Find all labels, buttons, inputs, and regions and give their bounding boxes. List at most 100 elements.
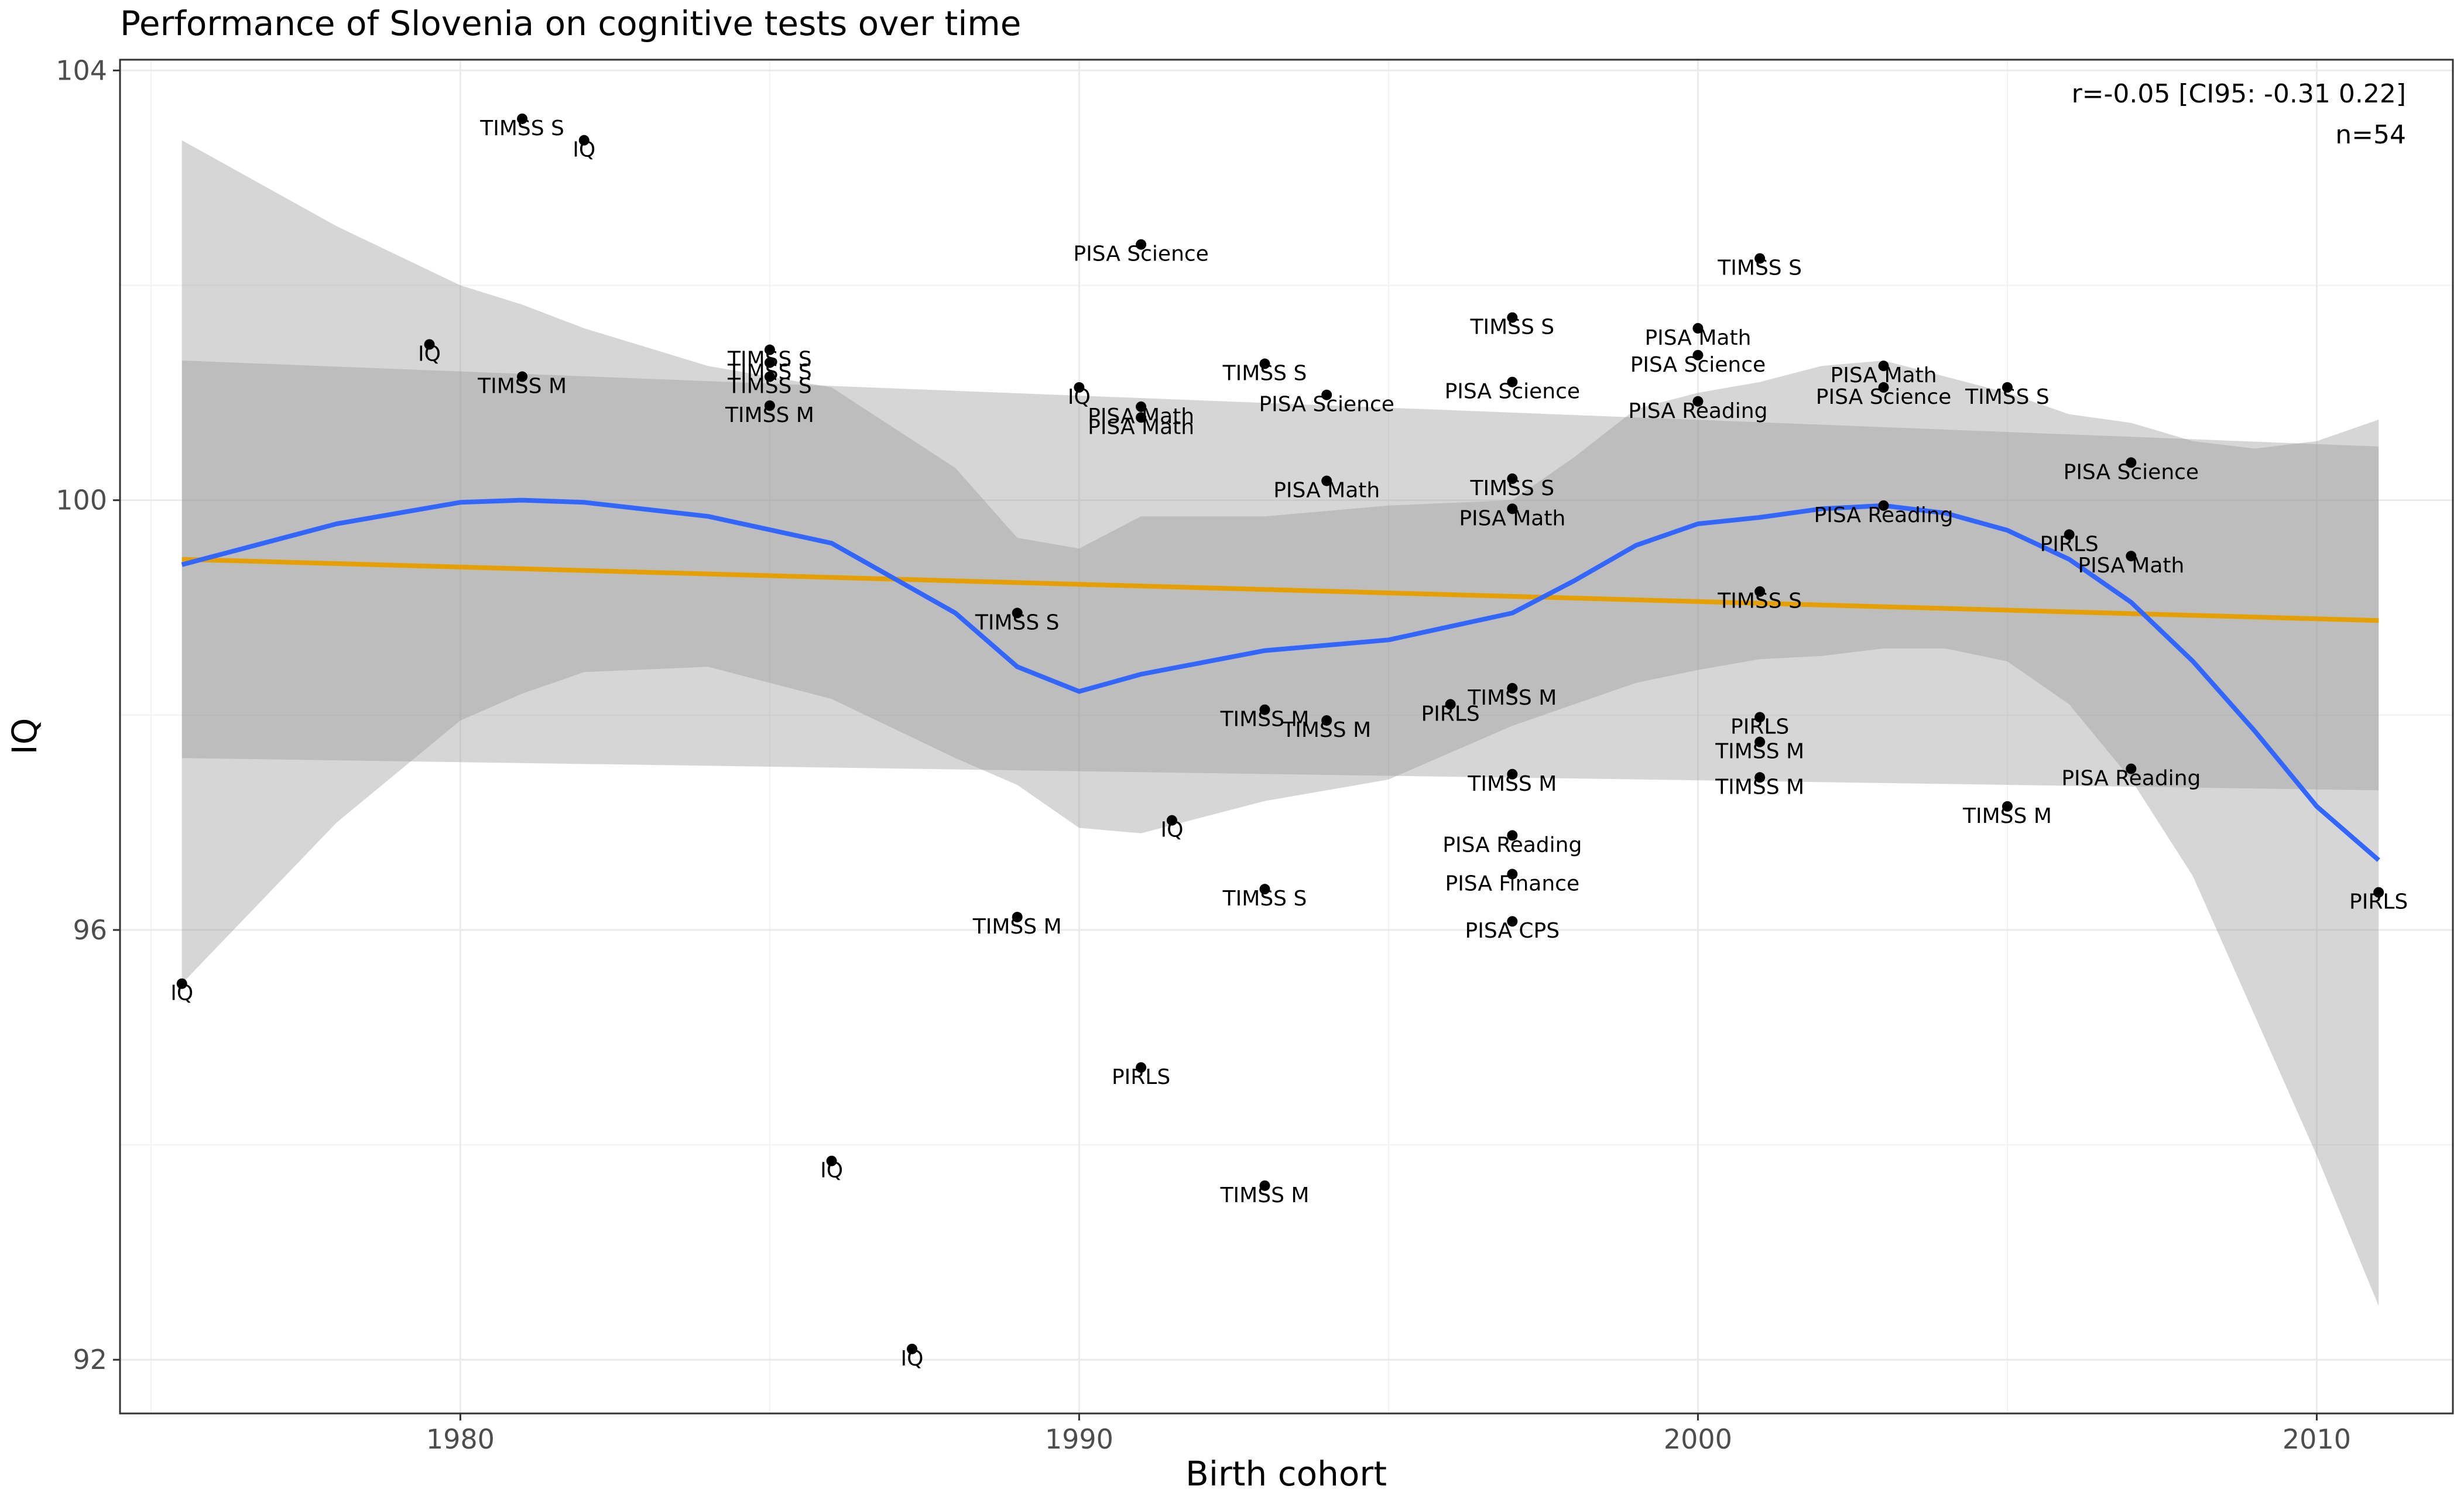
data-point	[1136, 401, 1147, 412]
data-point	[1878, 500, 1889, 511]
point-label: PIRLS	[1730, 715, 1789, 739]
point-label: TIMSS S	[1222, 887, 1307, 911]
point-label: PISA Math	[1459, 506, 1565, 530]
data-point	[1878, 361, 1889, 372]
data-point	[764, 400, 775, 411]
point-label: PISA Science	[1445, 380, 1580, 404]
data-point	[764, 371, 775, 382]
data-point	[1012, 911, 1023, 922]
point-label: TIMSS M	[1467, 686, 1557, 710]
x-tick-label: 1990	[1045, 1423, 1113, 1455]
plot-panel: IQ IQ TIMSS S TIMSS M IQ TIMSS S TIMSS S TIMSS …	[119, 59, 2454, 1415]
data-points	[176, 113, 2384, 1354]
point-label: PISA Math	[1088, 404, 1194, 428]
point-label: TIMSS M	[1715, 775, 1804, 799]
point-labels: IQ IQ TIMSS S TIMSS M IQ TIMSS S TIMSS S TIMSS …	[170, 116, 2408, 1371]
data-point	[1754, 712, 1766, 723]
data-point	[1136, 1062, 1147, 1073]
data-point	[517, 371, 528, 382]
point-label: PISA Reading	[1442, 833, 1582, 857]
point-label: TIMSS S	[975, 610, 1060, 634]
point-label: PISA Science	[1816, 385, 1951, 409]
point-label: IQ	[418, 342, 441, 366]
point-label: PISA Reading	[1814, 503, 1954, 527]
point-label: PISA CPS	[1465, 919, 1560, 943]
linear-ci-ribbon	[181, 361, 2379, 791]
data-point	[1259, 884, 1270, 895]
point-label: TIMSS S	[727, 348, 812, 372]
data-point	[2064, 529, 2075, 540]
point-label: PISA Math	[2078, 554, 2184, 578]
data-point	[1692, 349, 1704, 361]
loess-ci-ribbon	[181, 140, 2379, 1306]
fit-lines	[181, 497, 2380, 862]
point-label: PIRLS	[2040, 532, 2099, 556]
point-label: PISA Reading	[1628, 399, 1767, 423]
point-label: TIMSS M	[1220, 1183, 1310, 1207]
point-label: TIMSS S	[1717, 256, 1802, 280]
point-label: TIMSS M	[1281, 718, 1371, 742]
point-label: PISA Science	[1073, 242, 1208, 266]
data-point	[1136, 412, 1147, 423]
data-point	[1259, 704, 1270, 715]
point-label: PISA Math	[1831, 363, 1937, 387]
data-point	[1259, 358, 1270, 369]
correlation-annotation: r=-0.05 [CI95: -0.31 0.22]	[2072, 79, 2406, 109]
point-label: TIMSS S	[1717, 589, 1802, 613]
x-tick-label: 2010	[2283, 1423, 2351, 1455]
data-point	[1878, 382, 1889, 393]
data-point	[1321, 389, 1332, 400]
data-point	[1321, 715, 1332, 726]
y-axis-title: IQ	[5, 718, 44, 755]
point-label: IQ	[170, 982, 193, 1006]
data-point	[1507, 869, 1518, 880]
data-point	[1507, 503, 1518, 514]
panel-border	[119, 59, 2454, 1415]
data-point	[1259, 1180, 1270, 1191]
data-point	[1012, 608, 1023, 619]
y-tick-label: 92	[73, 1344, 107, 1375]
data-point	[1507, 768, 1518, 780]
x-axis: 1980 1990 2000 2010	[426, 1413, 2351, 1455]
data-point	[1445, 699, 1456, 710]
linear-fit-line	[181, 557, 2379, 623]
data-point	[2002, 382, 2013, 393]
x-tick-label: 1980	[426, 1423, 495, 1455]
point-label: TIMSS M	[1467, 772, 1557, 796]
point-label: PISA Science	[1259, 393, 1394, 417]
chart-title: Performance of Slovenia on cognitive tes…	[120, 4, 1022, 43]
point-label: TIMSS S	[1469, 476, 1554, 500]
data-point	[1507, 916, 1518, 927]
data-point	[1754, 772, 1766, 783]
point-label: TIMSS M	[972, 915, 1062, 939]
data-point	[578, 135, 590, 146]
data-point	[1136, 239, 1147, 250]
y-axis: 92 96 100 104	[56, 54, 120, 1375]
data-point	[906, 1343, 917, 1354]
grid	[120, 60, 2453, 1413]
confidence-ribbons	[181, 140, 2379, 1306]
point-label: PISA Math	[1644, 326, 1751, 350]
data-point	[1692, 396, 1704, 407]
point-label: TIMSS S	[1222, 362, 1307, 386]
point-label: PISA Math	[1088, 415, 1194, 439]
data-point	[1074, 382, 1085, 393]
data-point	[1166, 815, 1177, 826]
data-point	[2373, 887, 2384, 898]
point-label: IQ	[573, 138, 595, 162]
data-point	[2126, 551, 2137, 562]
point-label: TIMSS M	[1962, 804, 2052, 828]
point-label: TIMSS S	[1965, 385, 2050, 409]
loess-fit-line	[181, 497, 2380, 862]
point-label: IQ	[1068, 385, 1091, 409]
x-axis-title: Birth cohort	[1185, 1454, 1387, 1494]
point-label: IQ	[1160, 818, 1183, 842]
point-label: TIMSS M	[1220, 708, 1310, 732]
point-label: PISA Reading	[2061, 767, 2201, 791]
data-point	[1754, 586, 1766, 597]
sample-size-annotation: n=54	[2335, 120, 2406, 150]
point-label: TIMSS M	[477, 375, 567, 399]
data-point	[2126, 457, 2137, 468]
data-point	[424, 339, 435, 350]
